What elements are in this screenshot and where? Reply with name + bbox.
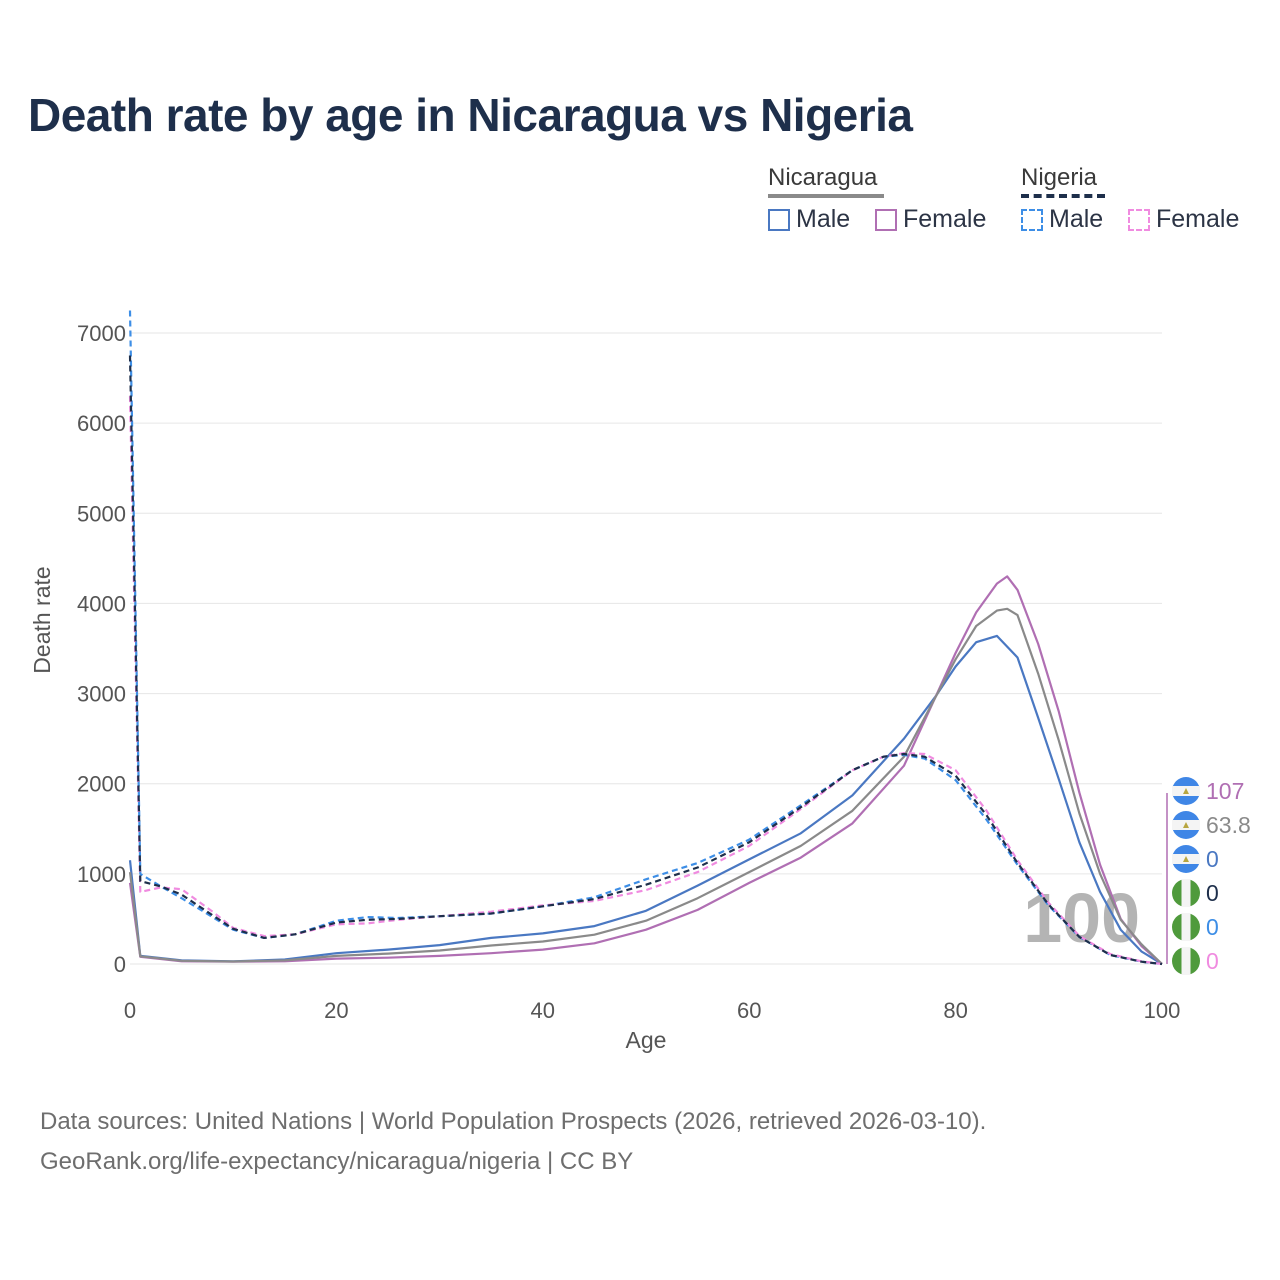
end-label-value: 0 — [1206, 880, 1219, 906]
y-axis-ticks: 0 1000 2000 3000 4000 5000 6000 7000 — [77, 321, 126, 977]
y-tick-label-5000: 5000 — [77, 501, 126, 526]
series-line-nicaragua-both — [128, 607, 1163, 965]
footer-link: GeoRank.org/life-expectancy/nicaragua/ni… — [40, 1148, 634, 1175]
y-tick-label-2000: 2000 — [77, 772, 126, 797]
end-label-value: 0 — [1206, 948, 1219, 974]
x-tick-label-100: 100 — [1144, 998, 1181, 1023]
flag-emblem — [1183, 856, 1189, 862]
series-lines — [128, 310, 1163, 966]
legend-label-nicaragua-female: Female — [903, 205, 987, 233]
x-tick-label-0: 0 — [124, 998, 136, 1023]
y-tick-label-0: 0 — [114, 952, 126, 977]
y-tick-label-6000: 6000 — [77, 411, 126, 436]
x-axis-ticks: 0 20 40 60 80 100 — [124, 998, 1180, 1023]
series-line-nicaragua-female — [128, 575, 1163, 965]
legend-group-nicaragua-title: Nicaragua — [768, 164, 878, 191]
x-axis-label: Age — [626, 1027, 667, 1053]
legend-swatch-nicaragua-male — [768, 208, 790, 231]
chart-title: Death rate by age in Nicaragua vs Nigeri… — [28, 89, 913, 141]
end-labels: 107 63.8 0 0 0 0 — [1166, 777, 1251, 975]
x-tick-label-60: 60 — [737, 998, 761, 1023]
y-tick-label-4000: 4000 — [77, 591, 126, 616]
end-label-value: 107 — [1206, 778, 1244, 804]
flag-band — [1181, 947, 1191, 975]
y-axis-label: Death rate — [29, 566, 55, 673]
x-tick-label-40: 40 — [531, 998, 555, 1023]
end-label-value: 0 — [1206, 914, 1219, 940]
legend-swatch-nicaragua-female — [875, 208, 897, 231]
legend-swatch-nigeria-female — [1128, 208, 1150, 231]
flag-band — [1181, 879, 1191, 907]
legend-item-nicaragua-male[interactable]: Male — [768, 205, 850, 234]
legend-nicaragua-underline — [768, 194, 884, 198]
end-label-value: 63.8 — [1206, 812, 1251, 838]
end-label-nigeria-male: 0 — [1172, 913, 1219, 941]
y-tick-label-7000: 7000 — [77, 321, 126, 346]
y-tick-label-1000: 1000 — [77, 862, 126, 887]
end-label-nigeria-both: 0 — [1172, 879, 1219, 907]
legend-item-nicaragua-female[interactable]: Female — [875, 205, 986, 234]
series-line-nicaragua-male — [128, 634, 1163, 965]
legend-item-nigeria-female[interactable]: Female — [1128, 205, 1239, 234]
x-tick-label-20: 20 — [324, 998, 348, 1023]
end-label-nicaragua-both: 63.8 — [1172, 811, 1251, 839]
flag-emblem — [1183, 788, 1189, 794]
x-tick-label-80: 80 — [943, 998, 967, 1023]
series-line-nigeria-both — [128, 355, 1163, 966]
y-tick-label-3000: 3000 — [77, 682, 126, 707]
legend-label-nigeria-male: Male — [1049, 205, 1104, 233]
end-label-nicaragua-male: 0 — [1172, 845, 1219, 873]
gridlines — [130, 332, 1162, 965]
legend-label-nicaragua-male: Male — [796, 205, 851, 233]
footer-sources: Data sources: United Nations | World Pop… — [40, 1108, 987, 1135]
end-label-nicaragua-female: 107 — [1172, 777, 1244, 805]
legend-item-nigeria-male[interactable]: Male — [1021, 205, 1103, 234]
flag-band — [1181, 913, 1191, 941]
legend-nigeria-underline — [1021, 194, 1105, 198]
current-age-watermark: 100 — [1023, 879, 1140, 957]
flag-emblem — [1183, 822, 1189, 828]
series-line-nigeria-male — [128, 310, 1163, 966]
end-label-nigeria-female: 0 — [1172, 947, 1219, 975]
end-label-value: 0 — [1206, 846, 1219, 872]
legend-swatch-nigeria-male — [1021, 208, 1043, 231]
legend-label-nigeria-female: Female — [1156, 205, 1240, 233]
legend-group-nigeria-title: Nigeria — [1021, 164, 1098, 191]
